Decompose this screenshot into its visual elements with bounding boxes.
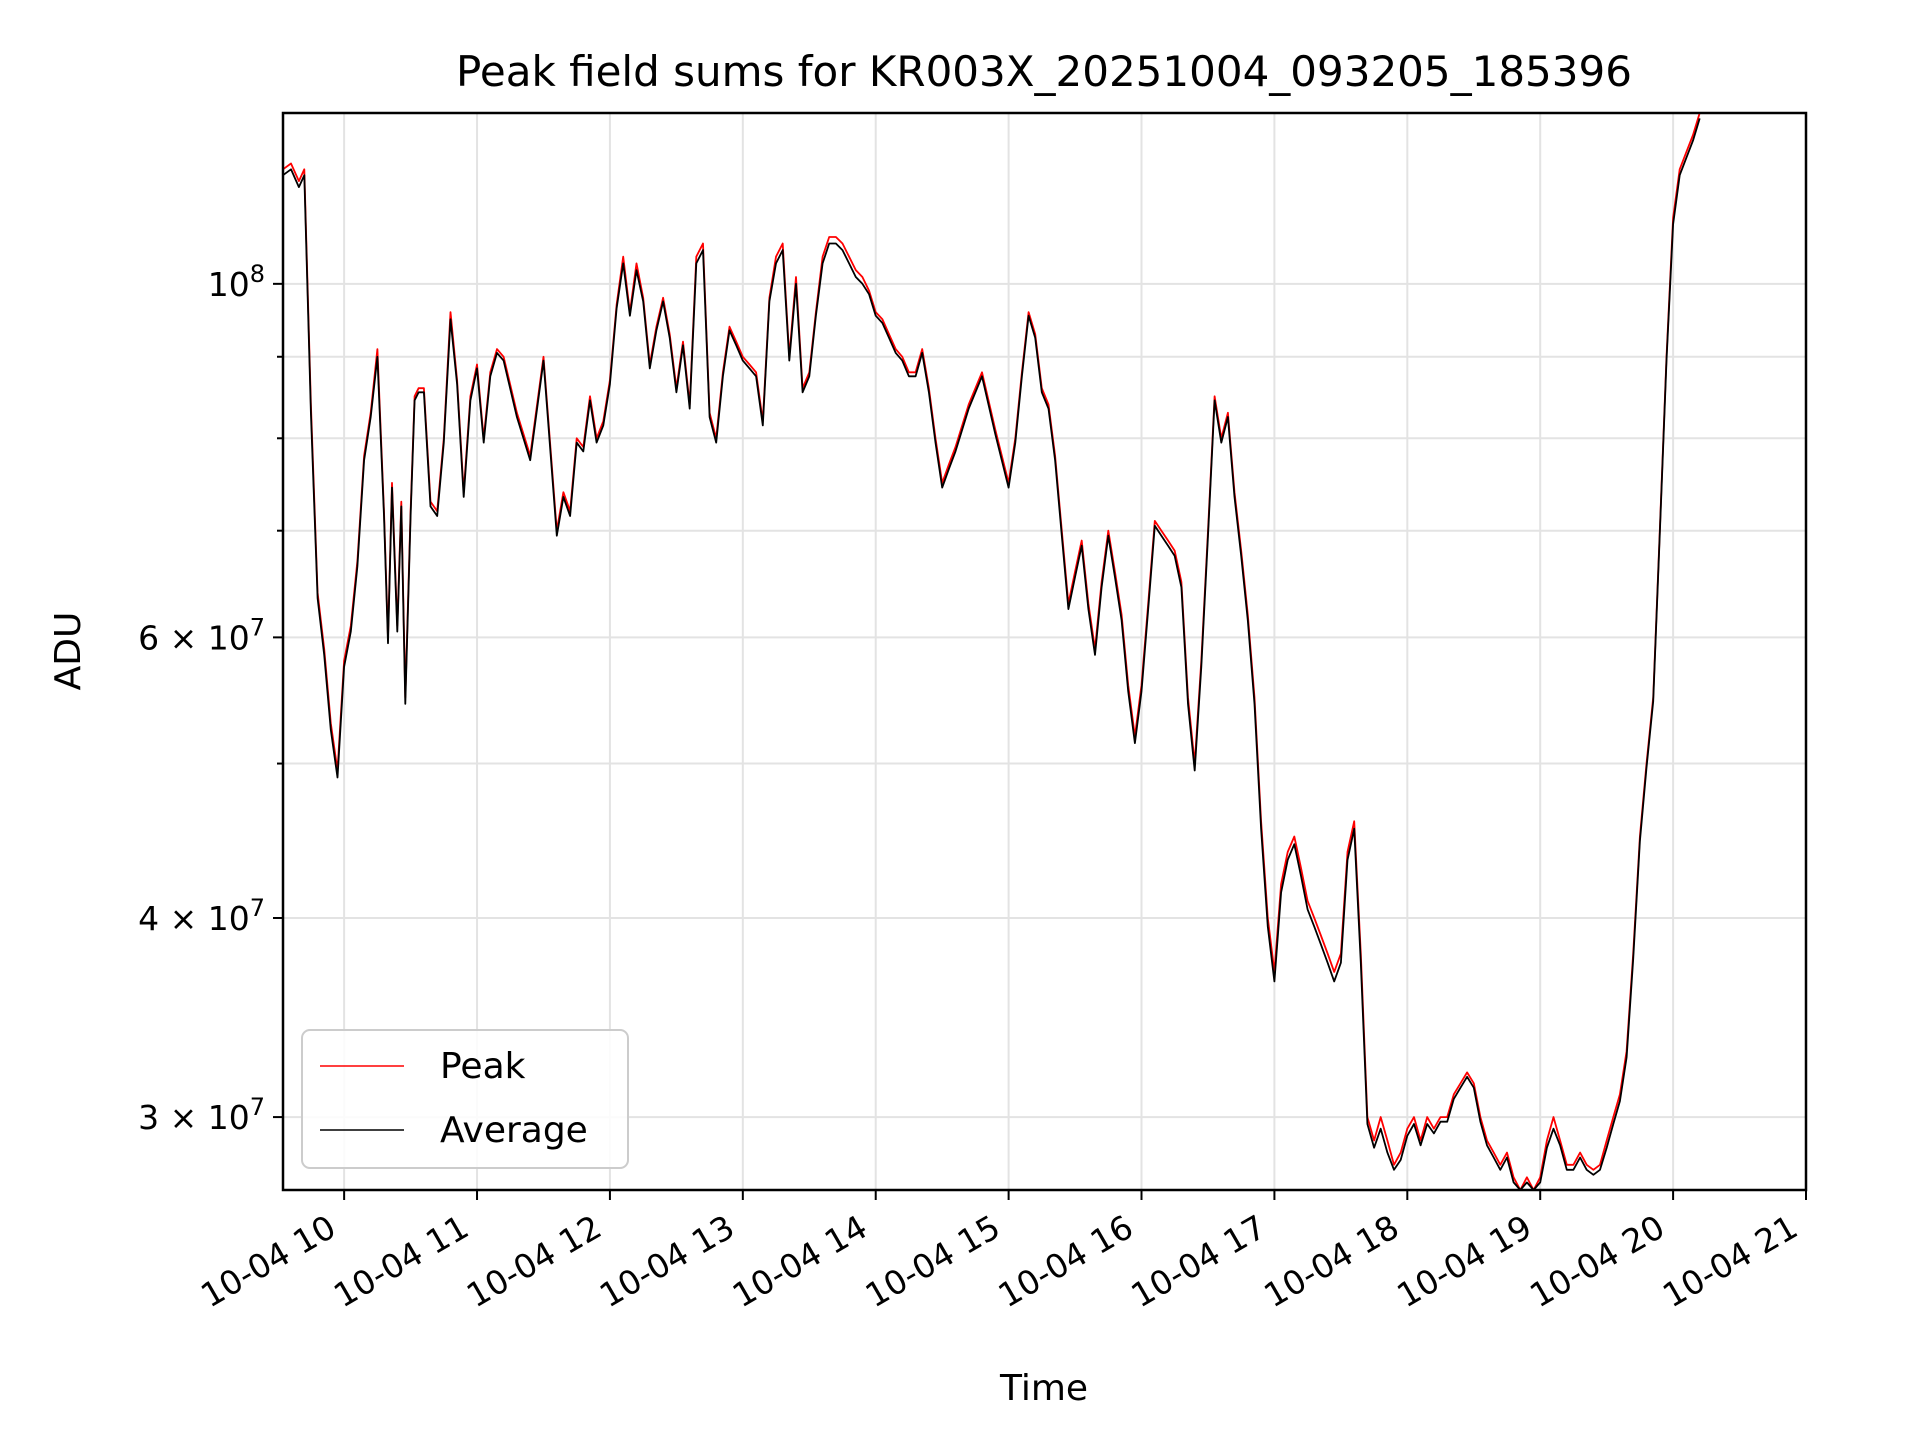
x-axis-label: Time [999,1368,1088,1409]
legend-label-average: Average [440,1110,588,1151]
legend-label-peak: Peak [440,1046,526,1087]
grid-lines [283,113,1807,1190]
series-line-average [282,118,1701,1191]
legend-box [301,1029,629,1169]
axes-frame [281,111,1808,1192]
y-tick-label: 6 × 107 [138,613,265,657]
y-tick-label: 3 × 107 [138,1093,265,1137]
chart-title: Peak field sums for KR003X_20251004_0932… [456,47,1632,96]
y-axis-label: ADU [48,612,89,691]
y-tick-label: 4 × 107 [138,894,265,938]
series-layer [282,112,1701,1191]
legend: Peak Average [301,1029,629,1169]
